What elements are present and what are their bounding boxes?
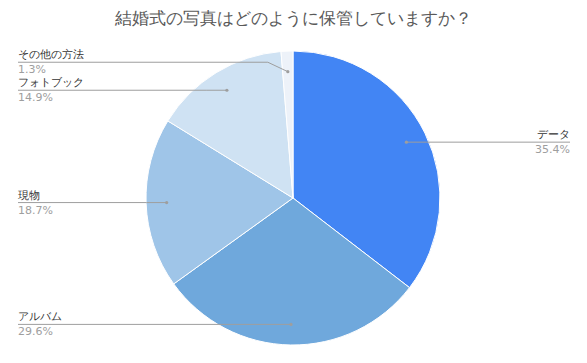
- label-value: 1.3%: [18, 63, 46, 76]
- label-value: 18.7%: [18, 204, 53, 217]
- slice: [281, 51, 293, 198]
- leader-dot: [225, 89, 228, 92]
- label-name: フォトブック: [18, 76, 84, 89]
- pie: [146, 51, 440, 345]
- leader-line: [18, 62, 288, 71]
- label-name: データ: [537, 128, 570, 141]
- leader-line: [18, 324, 291, 325]
- label-value: 14.9%: [18, 91, 53, 104]
- chart: 結婚式の写真はどのように保管していますか？ データ 35.4% アルバム 29.6% 現物…: [0, 0, 587, 363]
- slice: [168, 51, 293, 198]
- data-labels: データ 35.4% アルバム 29.6% 現物 18.7% フォトブック 14.9% その他の方…: [18, 48, 570, 338]
- leader-dot: [286, 70, 289, 73]
- label-name: その他の方法: [18, 48, 84, 61]
- label-value: 35.4%: [535, 143, 570, 156]
- title: 結婚式の写真はどのように保管していますか？: [114, 8, 472, 28]
- leader-dot: [165, 201, 168, 204]
- leader-dot: [289, 323, 292, 326]
- label-name: 現物: [18, 189, 40, 202]
- leader-dot: [405, 141, 408, 144]
- label-name: アルバム: [18, 310, 62, 323]
- label-value: 29.6%: [18, 325, 53, 338]
